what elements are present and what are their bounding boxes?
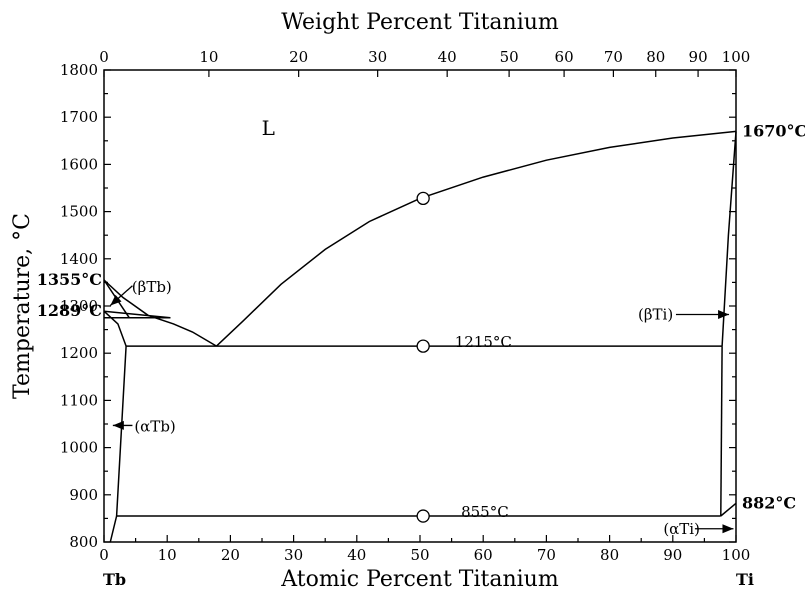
curve-betaTb-solvus (103, 310, 127, 347)
y-tick-label: 1100 (60, 391, 98, 409)
right-end-label: Ti (736, 570, 754, 589)
arrow (112, 420, 133, 430)
annotation-label: (βTi) (638, 305, 673, 323)
annotation-label: 1670°C (742, 121, 805, 140)
arrow-head (112, 420, 124, 430)
phase-label-liquid: L (262, 116, 275, 140)
top-tick-label: 90 (689, 48, 708, 66)
top-tick-label: 80 (646, 48, 665, 66)
y-tick-label: 1700 (60, 108, 98, 126)
data-marker (416, 509, 430, 523)
curve-liquidus-left (103, 279, 217, 347)
annotation-label: 1289°C (37, 301, 102, 320)
annotation-label: 855°C (461, 503, 509, 521)
x-axis-title: Atomic Percent Titanium (280, 567, 559, 592)
x-tick-label: 30 (284, 546, 303, 564)
top-tick-label: 60 (555, 48, 574, 66)
annotation-label: (αTi) (663, 520, 700, 538)
x-tick-label: 60 (474, 546, 493, 564)
top-tick-label: 50 (500, 48, 519, 66)
arrow (675, 309, 730, 319)
y-tick-label: 900 (69, 486, 98, 504)
left-end-label: Tb (103, 570, 126, 589)
annotation-label: (αTb) (134, 417, 175, 435)
x-tick-label: 20 (221, 546, 240, 564)
data-marker (416, 191, 430, 206)
annotation-label: 882°C (742, 493, 796, 512)
x-tick-label: 0 (99, 546, 109, 564)
curve-alphaTi-boundary (720, 502, 737, 517)
annotation-label: 1215°C (455, 333, 512, 351)
top-tick-label: 70 (604, 48, 623, 66)
arrow (109, 285, 133, 307)
curve-betaTb-liquid-edge (103, 310, 171, 319)
y-tick-label: 1800 (60, 61, 98, 79)
arrow (694, 524, 734, 534)
x-tick-label: 50 (410, 546, 429, 564)
x-tick-label: 80 (600, 546, 619, 564)
y-axis-title: Temperature, °C (10, 213, 35, 399)
arrow-head (722, 524, 734, 534)
x-tick-label: 90 (663, 546, 682, 564)
top-tick-label: 40 (438, 48, 457, 66)
data-marker (416, 339, 430, 353)
x-tick-label: 70 (537, 546, 556, 564)
y-tick-label: 1300 (60, 297, 98, 315)
curve-betaTi-solvus (720, 346, 723, 517)
y-tick-label: 1200 (60, 344, 98, 362)
annotation-label: (βTb) (132, 278, 172, 296)
y-tick-label: 1000 (60, 439, 98, 457)
y-tick-label: 1600 (60, 155, 98, 173)
x-tick-label: 10 (158, 546, 177, 564)
top-tick-label: 20 (289, 48, 308, 66)
top-tick-label: 10 (199, 48, 218, 66)
curve-alphaTb-solvus (109, 346, 127, 543)
top-tick-label: 30 (368, 48, 387, 66)
arrow-head (718, 309, 730, 319)
y-tick-label: 800 (69, 533, 98, 551)
y-tick-label: 1400 (60, 250, 98, 268)
x-tick-label: 40 (347, 546, 366, 564)
arrow-head (110, 294, 122, 306)
curve-betaTi-solidus (721, 131, 737, 347)
x-tick-label: 100 (722, 546, 751, 564)
top-tick-label: 0 (99, 48, 109, 66)
annotation-label: 1355°C (37, 270, 102, 289)
top-axis-title: Weight Percent Titanium (281, 10, 559, 35)
y-tick-label: 1500 (60, 203, 98, 221)
top-tick-label: 100 (722, 48, 751, 66)
